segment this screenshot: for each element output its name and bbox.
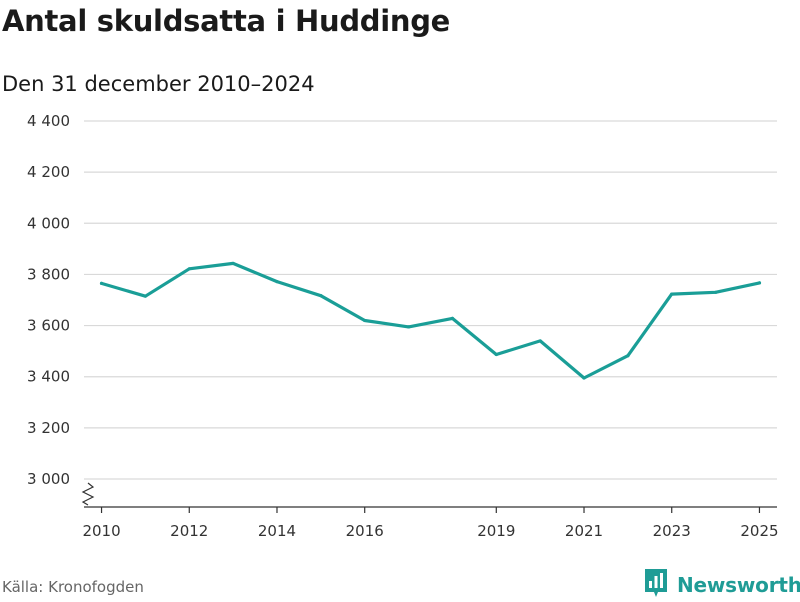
- data-point: [626, 354, 630, 358]
- y-tick-label: 3 200: [27, 419, 70, 437]
- data-point: [713, 290, 718, 294]
- data-point: [187, 267, 191, 271]
- data-point: [538, 339, 542, 343]
- y-tick-label: 4 200: [27, 163, 70, 181]
- line-chart: 3 000 3 200 3 400 3 600 3 800 4 000 4 200 4 400…: [27, 112, 779, 540]
- data-point: [99, 281, 104, 285]
- data-point: [757, 281, 762, 285]
- x-tick-label: 2014: [258, 522, 296, 540]
- data-point: [494, 352, 498, 357]
- x-tick-label: 2010: [82, 522, 120, 540]
- chart-title: Antal skuldsatta i Huddinge: [2, 4, 451, 38]
- data-point: [143, 294, 148, 298]
- data-point: [406, 325, 411, 329]
- y-axis-labels: 3 000 3 200 3 400 3 600 3 800 4 000 4 200 4 400: [27, 112, 70, 488]
- data-point: [231, 261, 235, 266]
- y-tick-label: 3 400: [27, 368, 70, 386]
- data-point: [363, 318, 367, 323]
- data-point: [319, 294, 323, 298]
- brand-name: Newsworthy: [677, 573, 800, 597]
- axis-break-marker: [81, 482, 95, 506]
- series-line: [99, 261, 762, 380]
- gridlines: [84, 120, 777, 480]
- y-tick-label: 4 400: [27, 112, 70, 130]
- series-group: [99, 261, 762, 380]
- data-point: [450, 316, 455, 321]
- x-tick-label: 2025: [740, 522, 778, 540]
- x-tick-label: 2023: [653, 522, 691, 540]
- x-axis: [81, 482, 777, 513]
- y-tick-label: 3 800: [27, 265, 70, 283]
- source-note: Källa: Kronofogden: [2, 578, 144, 596]
- brand-logo: Newsworthy: [643, 568, 800, 602]
- y-tick-label: 3 000: [27, 470, 70, 488]
- x-tick-label: 2019: [477, 522, 515, 540]
- x-tick-label: 2021: [565, 522, 603, 540]
- x-tick-label: 2012: [170, 522, 208, 540]
- newsworthy-logo-icon: [643, 568, 669, 602]
- data-point: [670, 292, 674, 296]
- data-point: [275, 279, 279, 284]
- data-point: [582, 376, 586, 380]
- chart-subtitle: Den 31 december 2010–2024: [2, 72, 315, 96]
- x-axis-labels: 2010 2012 2014 2016 2019 2021 2023 2025: [82, 522, 778, 540]
- x-tick-label: 2016: [346, 522, 384, 540]
- y-tick-label: 4 000: [27, 214, 70, 232]
- y-tick-label: 3 600: [27, 317, 70, 335]
